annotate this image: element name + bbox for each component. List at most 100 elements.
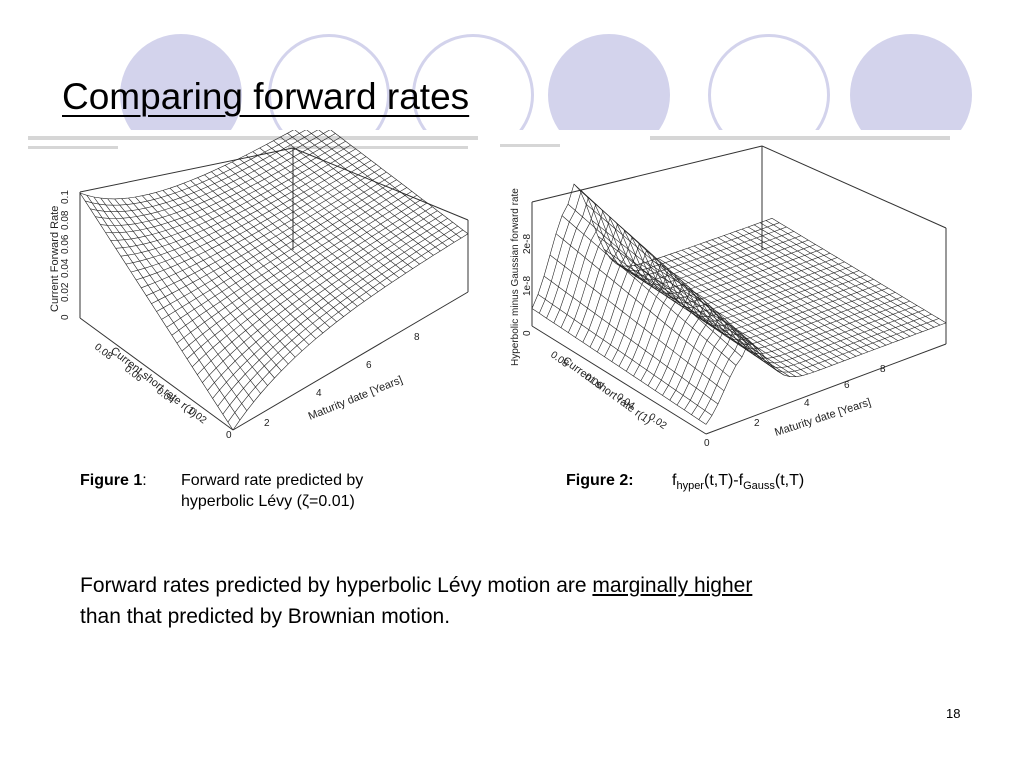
- mesh-line: [107, 198, 261, 394]
- mesh-line: [100, 197, 254, 403]
- mesh-line: [79, 130, 295, 200]
- mesh-line: [741, 228, 917, 335]
- mesh-line: [531, 183, 773, 309]
- mesh-line: [86, 195, 241, 421]
- z-axis-label: Hyperbolic minus Gaussian forward rate: [510, 188, 521, 366]
- y-tick: 0: [704, 438, 710, 449]
- mesh-line: [771, 218, 947, 324]
- figure-1-box: [79, 147, 469, 431]
- mesh-line: [651, 259, 827, 368]
- mesh-line: [141, 164, 377, 289]
- x-axis-label: Current short rate r(1): [108, 345, 199, 420]
- mesh-line: [681, 249, 857, 357]
- y-tick: 8: [880, 364, 886, 375]
- mesh-line: [597, 236, 773, 367]
- mesh-line: [176, 191, 413, 344]
- mesh-line: [162, 190, 317, 339]
- mesh-line: [231, 161, 386, 288]
- mesh-line: [531, 308, 707, 425]
- circle-decoration: [412, 34, 534, 135]
- z-tick: 0.06: [60, 234, 71, 254]
- y-tick: 4: [804, 398, 810, 409]
- mesh-line: [765, 220, 941, 326]
- circle-decoration: [268, 34, 390, 135]
- mesh-line: [245, 154, 400, 278]
- mesh-line: [252, 151, 406, 274]
- z-tick: 0.08: [60, 210, 71, 230]
- mesh-line: [753, 224, 929, 330]
- mesh-line: [211, 171, 365, 302]
- mesh-line: [318, 130, 462, 239]
- z-tick: 1e-8: [522, 276, 533, 296]
- mesh-line: [669, 253, 845, 362]
- mesh-line: [197, 177, 351, 312]
- mesh-line: [141, 195, 296, 358]
- mesh-line: [543, 275, 719, 405]
- z-tick: 0.02: [60, 282, 71, 302]
- circle-decoration: [548, 34, 670, 135]
- caption-line: hyperbolic Lévy (ζ=0.01): [181, 493, 355, 510]
- mesh-line: [729, 233, 905, 339]
- mesh-line: [294, 130, 448, 247]
- mesh-line: [207, 214, 443, 391]
- mesh-line: [306, 130, 455, 243]
- mesh-line: [539, 190, 780, 314]
- z-tick: 0.04: [60, 258, 71, 278]
- figure-2-caption-label: Figure 2:: [566, 472, 634, 489]
- mesh-line: [621, 265, 797, 377]
- mesh-line: [553, 203, 794, 324]
- circle-decoration: [120, 34, 242, 135]
- mesh-line: [181, 194, 418, 352]
- figure-2-surface-mesh: [531, 183, 947, 425]
- mesh-line: [589, 236, 831, 348]
- mesh-line: [591, 220, 767, 359]
- mesh-line: [266, 144, 420, 265]
- mesh-line: [723, 235, 899, 341]
- figure-1-caption-text: Forward rate predicted by hyperbolic Lév…: [181, 470, 363, 512]
- mesh-line: [561, 215, 737, 366]
- mesh-line: [609, 257, 785, 376]
- mesh-line: [191, 202, 428, 368]
- mesh-line: [95, 130, 331, 219]
- figure-1-surface-mesh: [79, 130, 469, 431]
- z-tick: 0: [522, 330, 533, 336]
- mesh-line: [330, 130, 469, 235]
- scan-noise: [28, 136, 478, 149]
- mesh-line: [627, 265, 803, 376]
- y-tick: 4: [316, 388, 322, 399]
- mesh-line: [183, 182, 337, 323]
- mesh-line: [224, 165, 379, 292]
- mesh-line: [273, 140, 427, 260]
- circle-decoration: [708, 34, 830, 135]
- y-tick: 6: [844, 380, 850, 391]
- mesh-line: [222, 225, 458, 415]
- mesh-line: [711, 239, 887, 346]
- mesh-line: [128, 197, 282, 371]
- y-tick: 2: [754, 418, 760, 429]
- mesh-line: [626, 270, 867, 372]
- z-tick: 0: [60, 314, 71, 320]
- z-axis-label: Current Forward Rate: [49, 206, 61, 312]
- emphasis-underlined: marginally higher: [592, 574, 753, 597]
- mesh-line: [568, 216, 809, 333]
- mesh-line: [759, 222, 935, 328]
- mesh-line: [537, 294, 713, 416]
- mesh-line: [114, 198, 268, 386]
- mesh-line: [657, 258, 833, 366]
- z-tick: 0.1: [60, 190, 71, 204]
- mesh-line: [567, 203, 743, 358]
- z-tick: 2e-8: [522, 234, 533, 254]
- decorative-circles: [0, 0, 1024, 135]
- y-tick: 8: [414, 332, 420, 343]
- mesh-line: [155, 192, 310, 345]
- mesh-line: [585, 203, 761, 352]
- mesh-line: [555, 233, 731, 378]
- mesh-line: [176, 185, 331, 328]
- mesh-line: [705, 241, 881, 348]
- caption-line: Forward rate predicted by: [181, 472, 364, 489]
- body-text: Forward rates predicted by hyperbolic Lé…: [80, 574, 753, 628]
- mesh-line: [169, 187, 324, 334]
- scan-noise: [500, 136, 950, 147]
- figure-1-plot: 0 0.02 0.04 0.06 0.08 0.1 Current Forwar…: [28, 130, 490, 460]
- mesh-line: [633, 265, 809, 375]
